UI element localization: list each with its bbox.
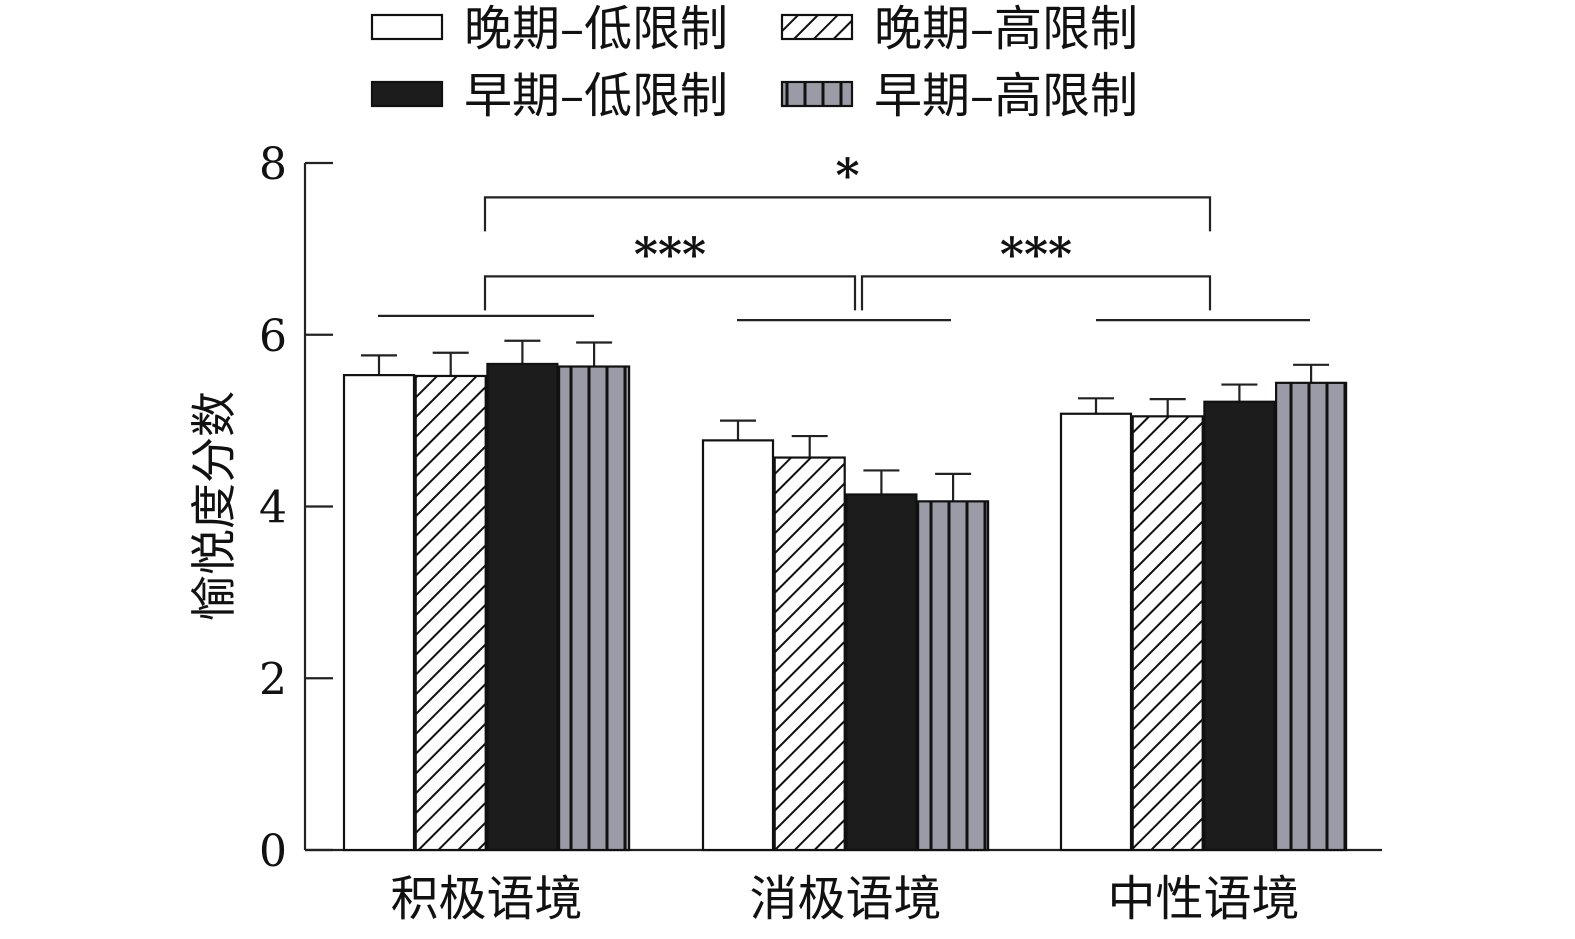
significance-bracket [860,275,1212,311]
legend-swatch [780,13,854,41]
x-category-label: 积极语境 [391,871,583,927]
significance-annotations: **** *** [378,148,1310,322]
bar [1203,400,1276,852]
legend-item: 晚期–高限制 [780,1,1138,57]
significance-label: * [835,148,859,202]
legend-label: 早期–低限制 [464,68,728,124]
bar [916,500,990,852]
significance-bracket [483,275,857,311]
bars [342,339,1348,852]
y-tick-label: 2 [259,654,287,705]
legend-item: 晚期–低限制 [370,1,728,57]
bar [1131,415,1204,852]
legend-item: 早期–低限制 [370,68,728,124]
legend-label: 早期–高限制 [874,68,1138,124]
legend-label: 晚期–高限制 [874,1,1138,57]
significance-label: *** [634,227,706,281]
bar [342,374,416,852]
significance-label: *** [1000,227,1072,281]
y-tick-label: 0 [259,826,287,877]
bar [557,365,631,852]
bar [486,362,559,852]
bar [845,493,918,852]
bar [414,374,487,852]
legend-item: 早期–高限制 [780,68,1138,124]
y-tick-label: 4 [259,483,287,534]
bar [773,456,846,852]
bar [1059,412,1133,852]
y-tick-label: 6 [259,311,287,362]
x-category-label: 中性语境 [1108,871,1300,927]
y-axis-label: 愉悦度分数 [187,391,241,621]
legend-swatch [370,80,444,108]
legend-swatch [370,13,444,41]
legend-label: 晚期–低限制 [464,1,728,57]
bar [1274,381,1348,852]
significance-bracket [483,196,1212,232]
bar [701,439,775,852]
legend-swatch [780,80,854,108]
y-tick-label: 8 [259,139,287,190]
x-category-label: 消极语境 [750,871,942,927]
